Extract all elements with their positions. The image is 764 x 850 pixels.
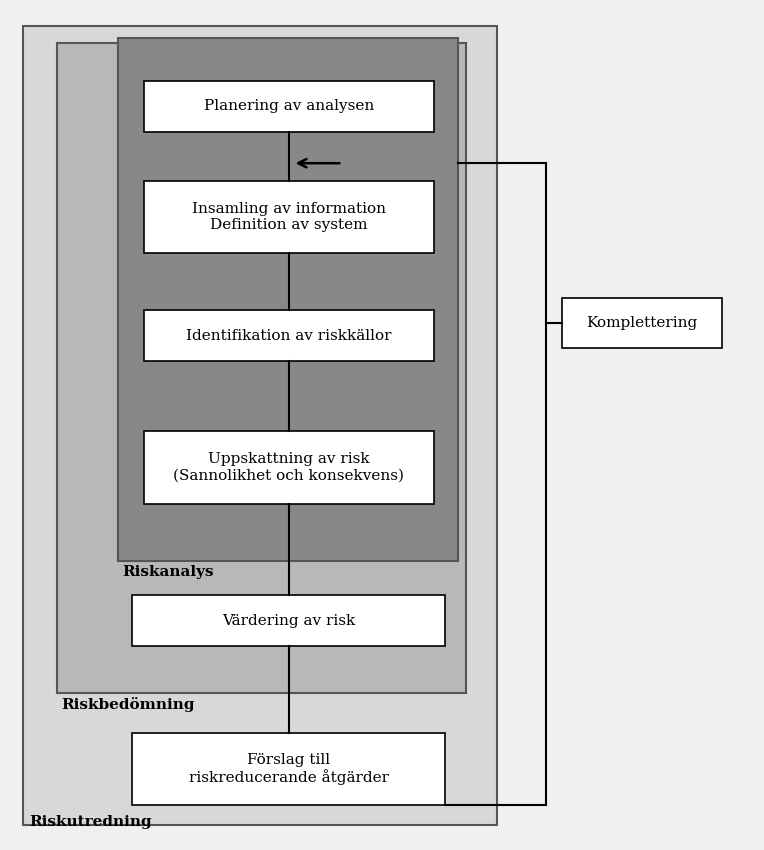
Text: Förslag till
riskreducerande åtgärder: Förslag till riskreducerande åtgärder — [189, 753, 389, 785]
Bar — [118, 38, 458, 561]
Text: Riskanalys: Riskanalys — [122, 565, 214, 579]
Bar — [23, 26, 497, 824]
Bar — [144, 81, 434, 132]
Text: Uppskattning av risk
(Sannolikhet och konsekvens): Uppskattning av risk (Sannolikhet och ko… — [173, 452, 404, 483]
Text: Riskbedömning: Riskbedömning — [61, 697, 195, 712]
Bar — [144, 310, 434, 361]
Text: Planering av analysen: Planering av analysen — [204, 99, 374, 113]
Bar — [132, 595, 445, 646]
Bar — [562, 298, 722, 348]
Text: Komplettering: Komplettering — [586, 316, 698, 330]
Bar — [144, 432, 434, 503]
Text: Identifikation av riskkällor: Identifikation av riskkällor — [186, 329, 391, 343]
Bar — [144, 181, 434, 253]
Text: Riskutredning: Riskutredning — [29, 815, 152, 829]
Text: Insamling av information
Definition av system: Insamling av information Definition av s… — [192, 201, 386, 232]
Bar — [132, 733, 445, 806]
Text: Värdering av risk: Värdering av risk — [222, 614, 355, 627]
Bar — [57, 42, 466, 693]
